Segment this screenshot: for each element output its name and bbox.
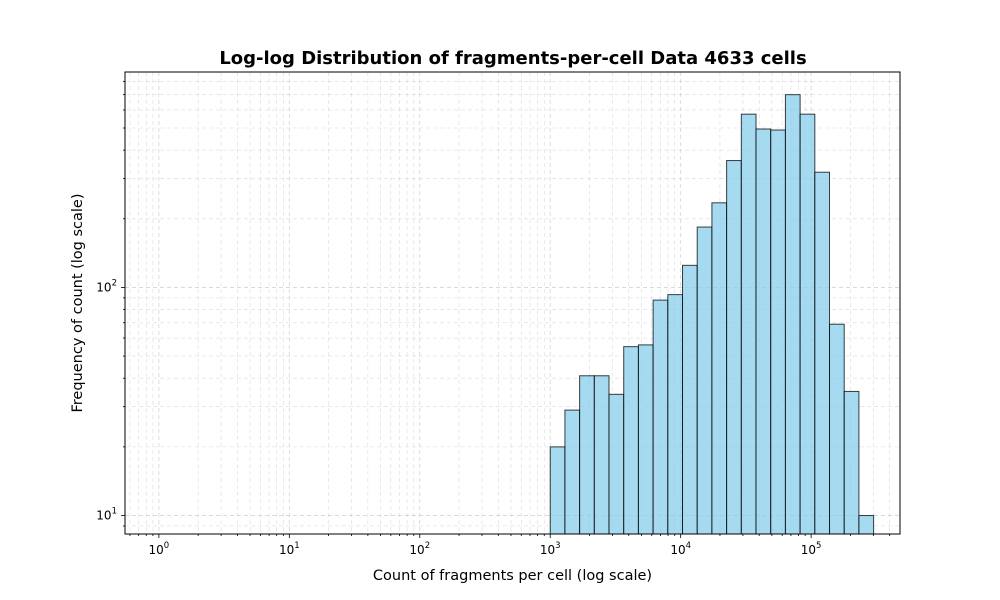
histogram-bar	[711, 202, 728, 535]
chart-title: Log-log Distribution of fragments-per-ce…	[219, 48, 806, 69]
y-axis-label: Frequency of count (log scale)	[70, 193, 86, 412]
histogram-bar	[726, 160, 742, 535]
x-tick-label: 100	[149, 541, 170, 557]
histogram-bar	[652, 299, 669, 535]
x-axis-label: Count of fragments per cell (log scale)	[373, 568, 652, 584]
histogram-bar	[608, 393, 625, 535]
plot-frame	[124, 71, 901, 535]
histogram-bar	[623, 346, 639, 535]
histogram-bar	[858, 515, 875, 535]
y-tick-label: 101	[96, 507, 117, 523]
histogram-bar	[843, 390, 860, 535]
x-tick-label: 103	[540, 541, 561, 557]
y-tick-label: 102	[96, 278, 117, 294]
histogram-bar	[755, 128, 772, 535]
histogram-bar	[784, 94, 801, 535]
histogram-bar	[682, 264, 698, 535]
histogram-bar	[740, 113, 757, 535]
histogram-bar	[770, 129, 786, 535]
histogram-bar	[667, 294, 684, 535]
axis-ticks: 100 101 102 103 104 105 101 102	[96, 81, 891, 557]
histogram-bar	[637, 344, 654, 535]
x-tick-label: 102	[409, 541, 430, 557]
bars	[549, 94, 875, 535]
histogram-bar	[579, 375, 595, 535]
histogram-bar	[829, 323, 845, 535]
histogram-bar	[549, 446, 566, 535]
histogram-bar	[593, 375, 610, 535]
histogram-bar	[564, 409, 581, 535]
x-tick-label: 105	[801, 541, 822, 557]
x-tick-label: 101	[279, 541, 300, 557]
histogram-bar	[799, 113, 816, 535]
x-tick-label: 104	[670, 541, 691, 557]
histogram-bar	[696, 226, 713, 535]
histogram-bar	[814, 171, 831, 535]
